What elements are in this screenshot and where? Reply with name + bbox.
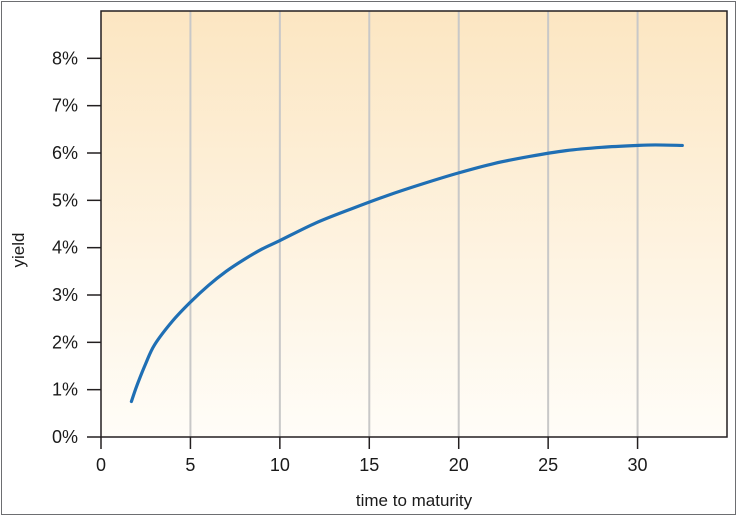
x-tick-label: 25 (538, 455, 558, 475)
x-tick-label: 20 (449, 455, 469, 475)
y-tick-label: 4% (52, 238, 78, 258)
y-axis-ticks: 0% 1% 2% 3% 4% 5% 6% 7% 8% (52, 48, 101, 447)
y-tick-label: 6% (52, 143, 78, 163)
y-tick-label: 3% (52, 285, 78, 305)
x-axis-ticks: 0 5 10 15 20 25 30 (96, 437, 648, 475)
x-tick-label: 10 (270, 455, 290, 475)
yield-curve-line (129, 143, 684, 404)
x-tick-label: 15 (359, 455, 379, 475)
x-axis-title: time to maturity (356, 491, 473, 510)
y-tick-label: 7% (52, 96, 78, 116)
y-tick-label: 8% (52, 48, 78, 68)
x-tick-label: 30 (628, 455, 648, 475)
x-tick-label: 5 (185, 455, 195, 475)
plot-area-background (101, 11, 727, 437)
y-tick-label: 2% (52, 332, 78, 352)
y-tick-label: 1% (52, 380, 78, 400)
vertical-gridlines (189, 11, 639, 437)
y-tick-label: 5% (52, 190, 78, 210)
x-tick-label: 0 (96, 455, 106, 475)
y-tick-label: 0% (52, 427, 78, 447)
plot-area-border (100, 10, 728, 438)
y-axis-title: yield (9, 233, 28, 268)
